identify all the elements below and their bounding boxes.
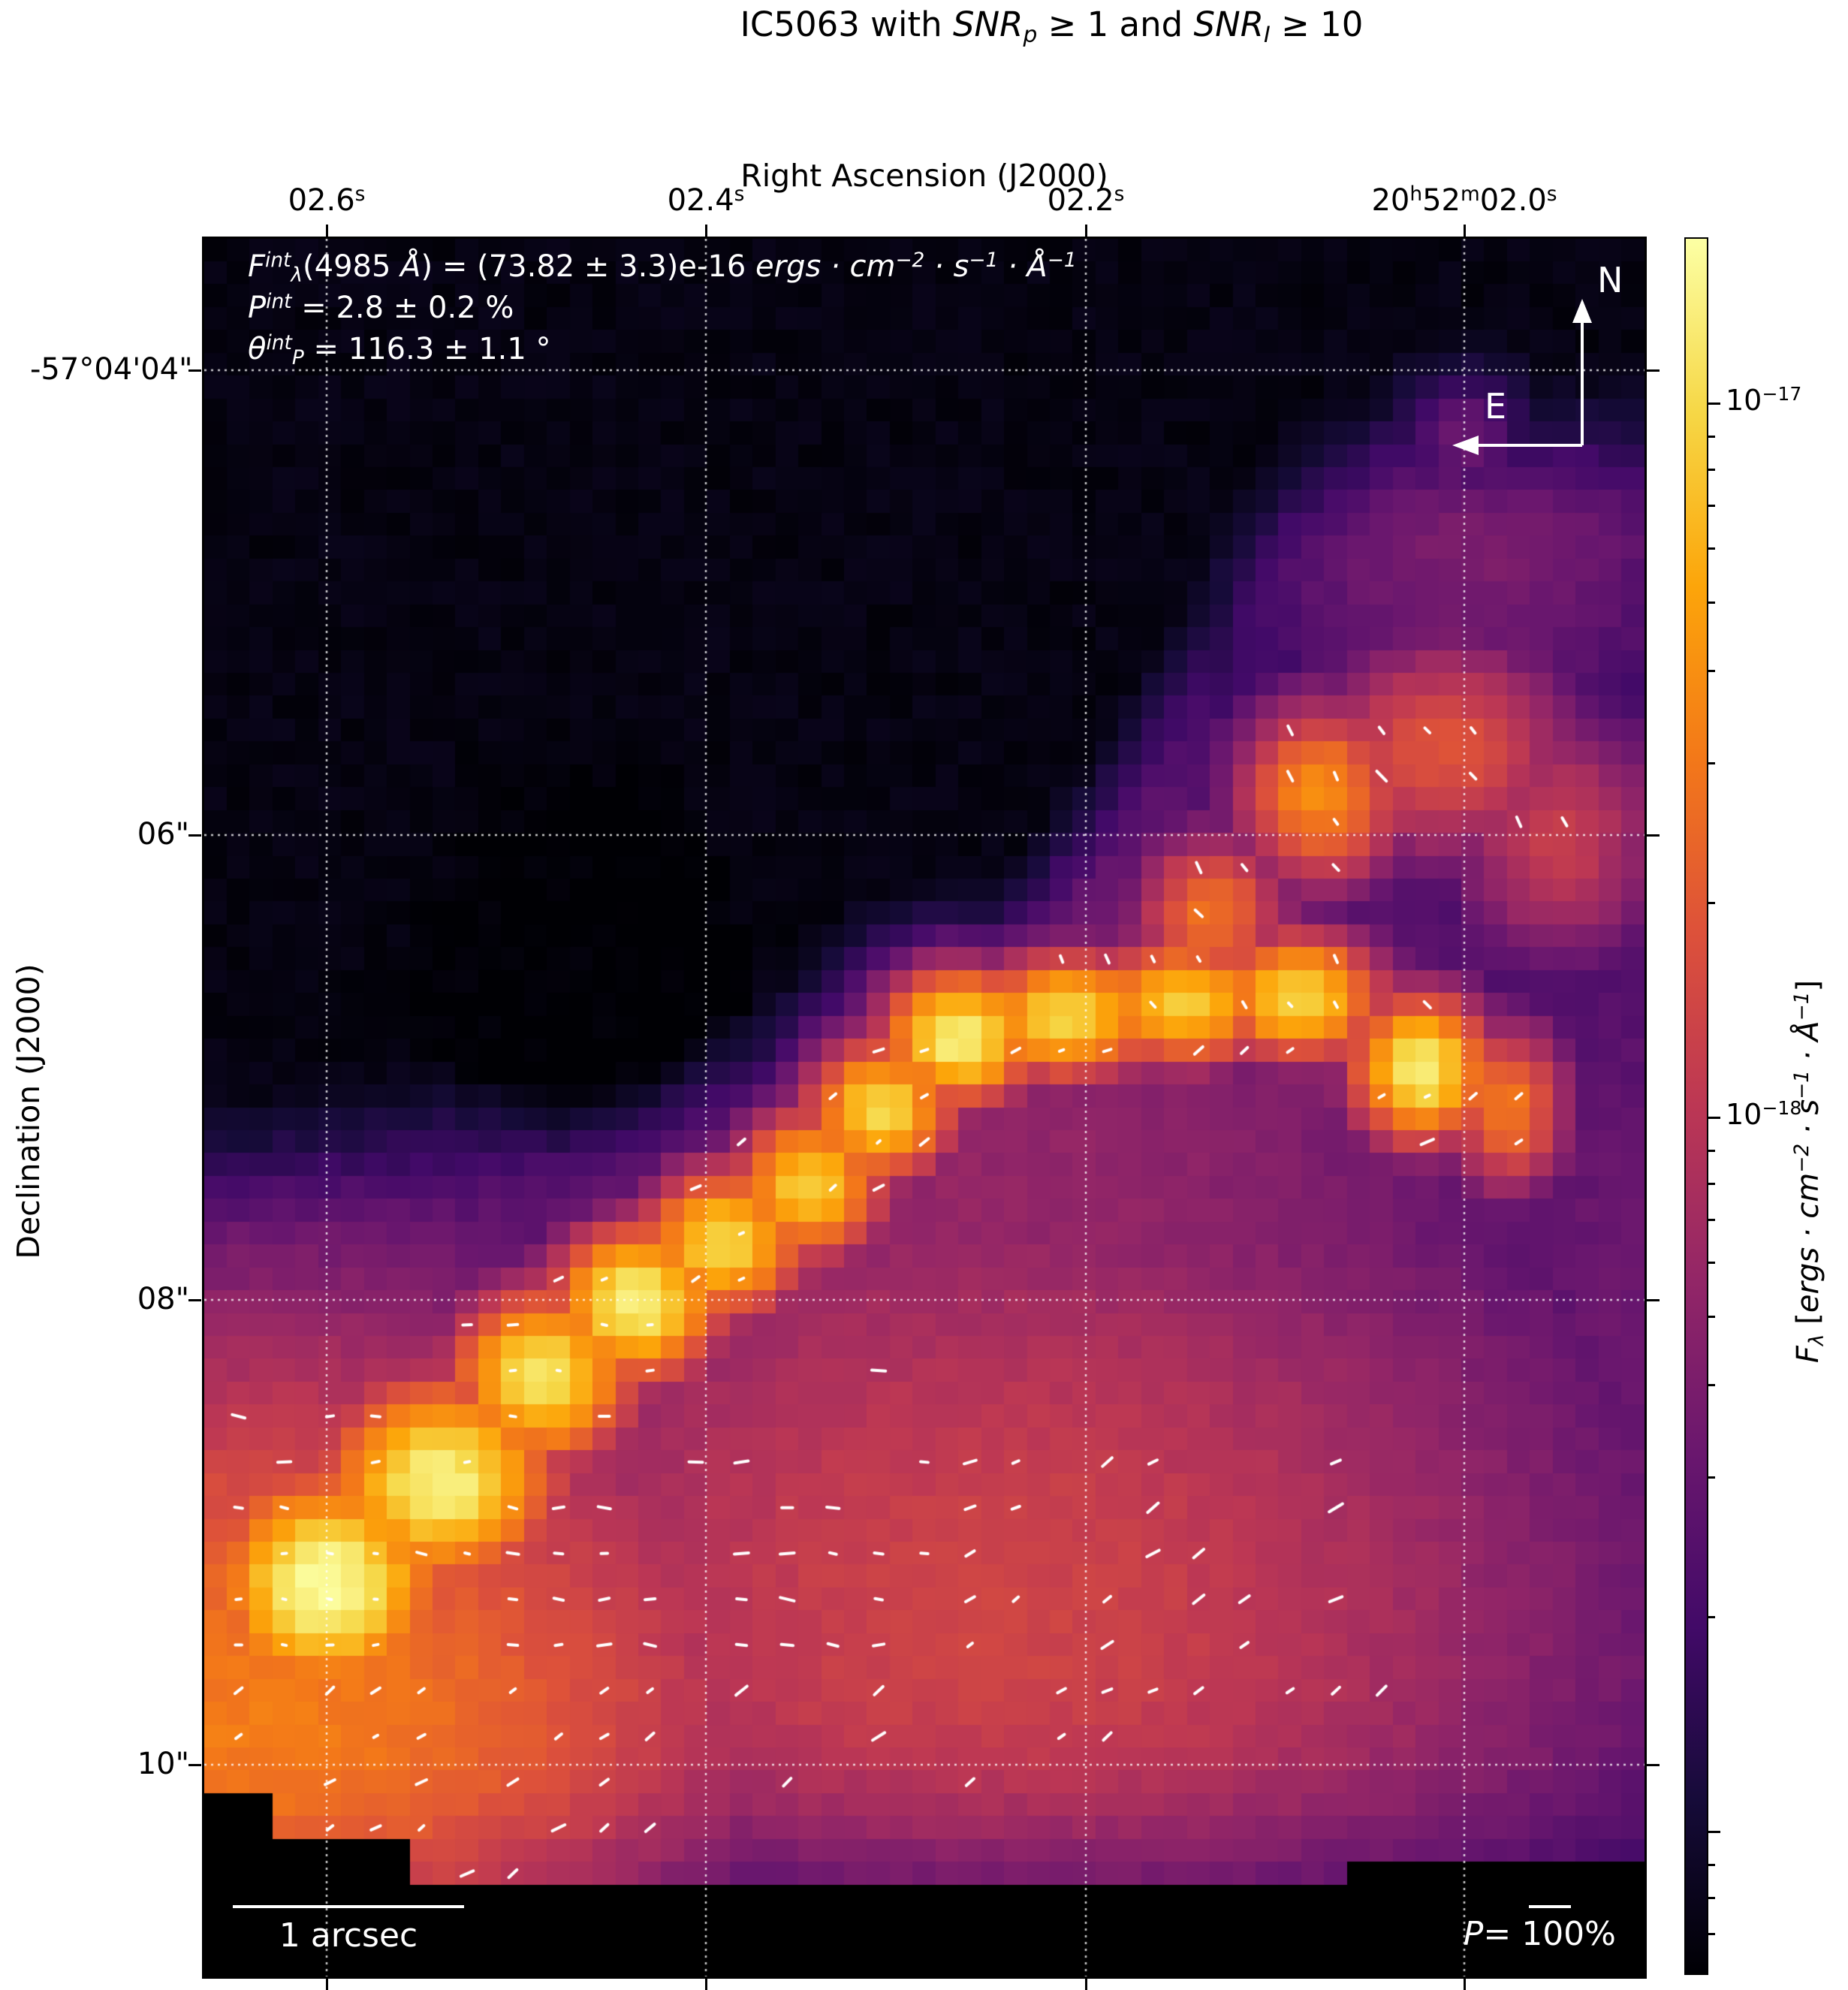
- colorbar-minor-tick: [1708, 1149, 1715, 1152]
- scalebar-line: [233, 1905, 464, 1908]
- heatmap-canvas: [204, 239, 1645, 1976]
- y-axis-tick-left: [188, 1764, 201, 1766]
- colorbar-major-tick: [1708, 1831, 1720, 1833]
- y-axis-label: Declination (J2000): [11, 963, 47, 1259]
- annotation-angle: θintP = 116.3 ± 1.1 °: [248, 330, 551, 370]
- colorbar-minor-tick: [1708, 505, 1715, 507]
- y-axis-tick-left: [188, 834, 201, 837]
- x-axis-tick-bottom: [705, 1978, 707, 1990]
- y-axis-tick-right: [1647, 1764, 1660, 1766]
- colorbar-minor-tick: [1708, 1316, 1715, 1318]
- x-axis-label: Right Ascension (J2000): [740, 158, 1108, 194]
- x-axis-tick-top: [326, 225, 328, 237]
- x-tick-label: 02.2s: [1047, 182, 1125, 218]
- polarization-legend-label: P= 100%: [1463, 1915, 1616, 1953]
- x-axis-tick-top: [1464, 225, 1466, 237]
- y-tick-label: 08": [137, 1282, 189, 1316]
- y-axis-tick-right: [1647, 369, 1660, 372]
- compass-east-label: E: [1485, 386, 1507, 427]
- y-axis-tick-right: [1647, 834, 1660, 837]
- colorbar-major-tick: [1708, 403, 1720, 405]
- colorbar-minor-tick: [1708, 1262, 1715, 1264]
- colorbar-minor-tick: [1708, 547, 1715, 550]
- y-axis-tick-right: [1647, 1299, 1660, 1301]
- chart-title: IC5063 with SNRp ≥ 1 and SNRI ≥ 10: [740, 5, 1364, 49]
- colorbar: [1684, 237, 1708, 1975]
- colorbar-tick-label: 10−18: [1726, 1097, 1802, 1131]
- y-tick-label: -57°04'04": [30, 352, 193, 387]
- colorbar-minor-tick: [1708, 602, 1715, 604]
- compass-north-label: N: [1597, 260, 1623, 300]
- compass-arrows-icon: [1452, 299, 1592, 455]
- x-axis-tick-bottom: [1464, 1978, 1466, 1990]
- plot-area: Fintλ(4985 Å) = (73.82 ± 3.3)e-16 ergs ·…: [202, 237, 1647, 1979]
- annotation-flux: Fintλ(4985 Å) = (73.82 ± 3.3)e-16 ergs ·…: [248, 248, 1077, 288]
- colorbar-major-tick: [1708, 1117, 1720, 1119]
- x-axis-tick-top: [1085, 225, 1087, 237]
- x-axis-tick-top: [705, 225, 707, 237]
- x-tick-label: 20h52m02.0s: [1371, 182, 1557, 218]
- colorbar-minor-tick: [1708, 1183, 1715, 1185]
- scalebar-label: 1 arcsec: [279, 1916, 418, 1955]
- y-tick-label: 10": [137, 1747, 189, 1781]
- colorbar-minor-tick: [1708, 469, 1715, 471]
- x-tick-label: 02.6s: [288, 182, 366, 218]
- colorbar-minor-tick: [1708, 435, 1715, 438]
- polarization-legend-line: [1529, 1905, 1571, 1908]
- annotation-polarization: Pint = 2.8 ± 0.2 %: [248, 289, 514, 325]
- colorbar-minor-tick: [1708, 1476, 1715, 1479]
- x-axis-tick-bottom: [326, 1978, 328, 1990]
- colorbar-label: Fλ [ergs · cm−2 · s−1 · Å−1]: [1789, 979, 1829, 1364]
- integrated-values-annotation: Fintλ(4985 Å) = (73.82 ± 3.3)e-16 ergs ·…: [248, 248, 1077, 372]
- x-axis-tick-bottom: [1085, 1978, 1087, 1990]
- colorbar-minor-tick: [1708, 1616, 1715, 1618]
- x-tick-label: 02.4s: [667, 182, 745, 218]
- colorbar-tick-label: 10−17: [1726, 383, 1802, 417]
- colorbar-minor-tick: [1708, 1219, 1715, 1221]
- y-tick-label: 06": [137, 817, 189, 852]
- y-axis-tick-left: [188, 369, 201, 372]
- y-axis-tick-left: [188, 1299, 201, 1301]
- colorbar-minor-tick: [1708, 1863, 1715, 1866]
- colorbar-minor-tick: [1708, 1384, 1715, 1386]
- colorbar-minor-tick: [1708, 762, 1715, 764]
- colorbar-minor-tick: [1708, 670, 1715, 672]
- colorbar-minor-tick: [1708, 1897, 1715, 1899]
- colorbar-minor-tick: [1708, 1933, 1715, 1935]
- colorbar-minor-tick: [1708, 902, 1715, 904]
